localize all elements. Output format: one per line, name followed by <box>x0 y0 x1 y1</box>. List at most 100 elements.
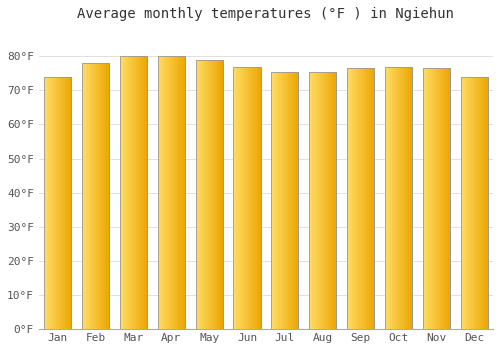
Bar <box>143 56 144 329</box>
Bar <box>276 72 278 329</box>
Bar <box>198 60 200 329</box>
Bar <box>44 77 46 329</box>
Bar <box>163 56 164 329</box>
Bar <box>310 72 312 329</box>
Bar <box>331 72 332 329</box>
Bar <box>271 72 298 329</box>
Bar <box>424 68 426 329</box>
Bar <box>200 60 201 329</box>
Bar <box>272 72 274 329</box>
Bar <box>388 66 389 329</box>
Bar <box>322 72 324 329</box>
Bar <box>252 66 254 329</box>
Bar <box>442 68 443 329</box>
Bar <box>481 77 482 329</box>
Bar <box>124 56 126 329</box>
Bar <box>86 63 88 329</box>
Bar <box>89 63 90 329</box>
Bar <box>318 72 320 329</box>
Bar <box>97 63 98 329</box>
Bar <box>168 56 170 329</box>
Bar <box>94 63 96 329</box>
Bar <box>355 68 356 329</box>
Bar <box>422 68 450 329</box>
Bar <box>390 66 392 329</box>
Bar <box>335 72 336 329</box>
Bar <box>180 56 181 329</box>
Bar <box>280 72 281 329</box>
Bar <box>93 63 94 329</box>
Bar <box>330 72 331 329</box>
Bar <box>258 66 260 329</box>
Bar <box>430 68 431 329</box>
Bar <box>351 68 352 329</box>
Bar <box>271 72 298 329</box>
Bar <box>196 60 223 329</box>
Bar <box>313 72 314 329</box>
Bar <box>66 77 68 329</box>
Bar <box>439 68 440 329</box>
Bar <box>462 77 463 329</box>
Bar <box>386 66 388 329</box>
Bar <box>366 68 368 329</box>
Bar <box>210 60 212 329</box>
Bar <box>132 56 134 329</box>
Bar <box>166 56 167 329</box>
Bar <box>296 72 297 329</box>
Bar <box>196 60 197 329</box>
Bar <box>102 63 104 329</box>
Bar <box>146 56 147 329</box>
Bar <box>254 66 255 329</box>
Bar <box>402 66 404 329</box>
Bar <box>120 56 147 329</box>
Bar <box>410 66 412 329</box>
Bar <box>394 66 396 329</box>
Bar <box>54 77 55 329</box>
Bar <box>372 68 373 329</box>
Bar <box>158 56 159 329</box>
Bar <box>213 60 214 329</box>
Bar <box>236 66 238 329</box>
Bar <box>130 56 132 329</box>
Bar <box>294 72 296 329</box>
Bar <box>138 56 139 329</box>
Bar <box>281 72 282 329</box>
Bar <box>432 68 434 329</box>
Bar <box>82 63 109 329</box>
Bar <box>82 63 84 329</box>
Bar <box>182 56 184 329</box>
Bar <box>208 60 209 329</box>
Bar <box>101 63 102 329</box>
Bar <box>176 56 178 329</box>
Bar <box>392 66 393 329</box>
Bar <box>360 68 362 329</box>
Bar <box>347 68 374 329</box>
Bar <box>482 77 484 329</box>
Bar <box>239 66 240 329</box>
Bar <box>98 63 100 329</box>
Bar <box>196 60 223 329</box>
Bar <box>47 77 48 329</box>
Bar <box>160 56 162 329</box>
Bar <box>90 63 92 329</box>
Bar <box>44 77 72 329</box>
Bar <box>348 68 350 329</box>
Bar <box>389 66 390 329</box>
Bar <box>271 72 272 329</box>
Bar <box>58 77 59 329</box>
Bar <box>201 60 202 329</box>
Bar <box>106 63 108 329</box>
Bar <box>347 68 374 329</box>
Bar <box>474 77 476 329</box>
Bar <box>178 56 180 329</box>
Bar <box>144 56 146 329</box>
Bar <box>248 66 250 329</box>
Bar <box>293 72 294 329</box>
Bar <box>406 66 408 329</box>
Bar <box>274 72 276 329</box>
Bar <box>435 68 436 329</box>
Bar <box>174 56 176 329</box>
Bar <box>238 66 239 329</box>
Bar <box>120 56 121 329</box>
Bar <box>368 68 370 329</box>
